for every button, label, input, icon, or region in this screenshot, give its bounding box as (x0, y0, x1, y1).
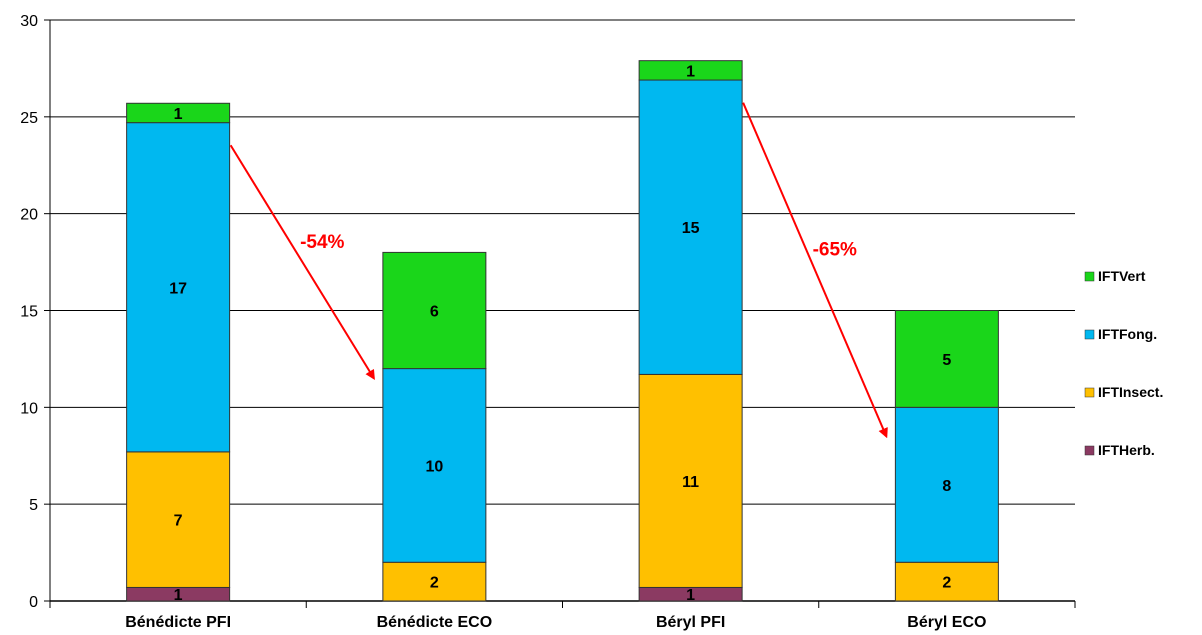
y-tick-label: 10 (20, 400, 38, 417)
bar-value-label: 8 (942, 478, 951, 495)
bar-value-label: 1 (174, 587, 183, 604)
y-tick-label: 30 (20, 13, 38, 30)
legend-swatch (1084, 329, 1095, 340)
bar-segment (638, 60, 743, 81)
bar-segment (894, 561, 999, 602)
legend-swatch (1084, 445, 1095, 456)
bar-value-label: 1 (686, 63, 695, 80)
bar-segment (894, 406, 999, 563)
annotations: -54% -65% (229, 102, 888, 439)
bar-value-label: 15 (682, 220, 700, 237)
bar-value-label: 6 (430, 304, 439, 321)
reduction-label: -54% (300, 232, 344, 253)
legend: IFTVert IFTFong. IFTInsect. IFTHerb. (1084, 268, 1163, 458)
bar-segment (382, 561, 487, 602)
legend-swatch (1084, 271, 1095, 282)
bar-value-label: 7 (174, 513, 183, 530)
legend-label: IFTVert (1098, 268, 1146, 284)
bar-segment (894, 310, 999, 408)
x-category-label: Béryl PFI (656, 614, 725, 631)
bar-segment (126, 451, 231, 588)
legend-swatch (1084, 387, 1095, 398)
y-tick-label: 5 (29, 497, 38, 514)
bar-segment (126, 102, 231, 124)
bar-value-label: 17 (169, 280, 187, 297)
bars (126, 60, 999, 602)
bar-value-label: 2 (430, 575, 439, 592)
legend-label: IFTInsect. (1098, 384, 1163, 400)
y-tick-label: 0 (29, 594, 38, 611)
bar-value-label: 1 (686, 587, 695, 604)
x-category-label: Béryl ECO (907, 614, 986, 631)
legend-label: IFTFong. (1098, 326, 1157, 342)
bar-value-label: 2 (942, 575, 951, 592)
y-tick-label: 20 (20, 207, 38, 224)
bar-value-label: 5 (942, 352, 951, 369)
reduction-arrow (742, 102, 888, 439)
legend-label: IFTHerb. (1098, 442, 1155, 458)
bar-segment (382, 251, 487, 370)
y-tick-label: 25 (20, 110, 38, 127)
x-category-label: Bénédicte ECO (377, 614, 493, 631)
bar-value-label: 10 (425, 458, 443, 475)
bar-segment (382, 368, 487, 563)
reduction-arrow (229, 144, 375, 380)
bar-value-label: 11 (682, 474, 699, 491)
reduction-label: -65% (813, 240, 857, 261)
x-category-label: Bénédicte PFI (125, 614, 231, 631)
y-tick-label: 15 (20, 304, 38, 321)
bar-value-label: 1 (174, 106, 183, 123)
